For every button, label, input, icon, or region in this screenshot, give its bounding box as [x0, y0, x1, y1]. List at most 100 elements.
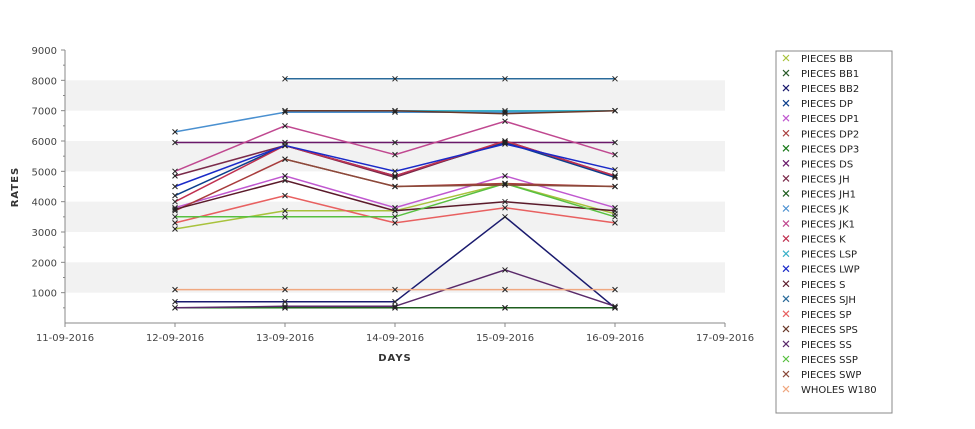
- legend-marker: [782, 340, 790, 348]
- series-line: [284, 158, 616, 188]
- data-point-marker: [392, 151, 398, 158]
- legend-marker: [782, 190, 790, 197]
- data-point-marker: [172, 198, 178, 205]
- data-point-marker: [172, 139, 178, 146]
- legend-marker: [782, 205, 790, 212]
- x-tick-label: 17-09-2016: [696, 333, 754, 344]
- data-point-marker: [612, 151, 618, 158]
- data-point-marker: [172, 213, 178, 220]
- data-point-marker: [282, 109, 288, 116]
- data-point-marker: [172, 207, 178, 214]
- data-point-marker: [502, 173, 508, 179]
- data-point-marker: [282, 142, 288, 149]
- y-tick-label: 5000: [32, 167, 57, 178]
- data-point-marker: [282, 286, 288, 293]
- y-tick-label: 3000: [32, 228, 57, 239]
- legend-marker: [782, 310, 790, 318]
- legend: PIECES BB PIECES BB1 PIECES BB2 PIECES DP PI…: [775, 50, 893, 414]
- data-point-marker: [392, 173, 398, 179]
- data-point-marker: [172, 183, 178, 190]
- legend-label: PIECES LWP: [801, 265, 860, 276]
- legend-label: PIECES DP2: [801, 129, 859, 140]
- legend-marker: [782, 355, 790, 363]
- legend-label: PIECES BB1: [801, 69, 859, 80]
- data-point-marker: [612, 304, 618, 311]
- y-tick-label: 2000: [32, 258, 57, 269]
- data-point-marker: [282, 177, 288, 184]
- data-point-marker: [502, 267, 508, 273]
- data-point-marker: [502, 139, 508, 146]
- legend-label: PIECES SP: [801, 310, 852, 321]
- data-point-marker: [502, 75, 508, 82]
- legend-label: PIECES DP1: [801, 114, 859, 125]
- legend-marker: [782, 250, 790, 258]
- legend-marker: [782, 129, 790, 137]
- data-point-marker: [172, 286, 178, 293]
- x-tick-label: 13-09-2016: [256, 333, 314, 344]
- grid-band: [65, 262, 725, 293]
- data-point-marker: [392, 213, 398, 220]
- data-point-marker: [392, 303, 398, 310]
- data-point-marker: [502, 198, 508, 205]
- data-point-marker: [392, 286, 398, 293]
- data-point-marker: [172, 192, 178, 199]
- legend-label: PIECES SSP: [801, 355, 858, 366]
- data-point-marker: [392, 75, 398, 82]
- legend-label: PIECES DS: [801, 159, 853, 170]
- series-markers: [172, 75, 618, 311]
- data-point-marker: [612, 303, 618, 310]
- x-tick-label: 12-09-2016: [146, 333, 204, 344]
- y-tick-label: 7000: [32, 107, 57, 118]
- data-point-marker: [282, 298, 288, 305]
- legend-marker: [782, 370, 790, 378]
- legend-label: PIECES JK1: [801, 220, 855, 231]
- legend-label: PIECES DP3: [801, 144, 859, 155]
- legend-label: PIECES JH: [801, 174, 850, 185]
- data-point-marker: [612, 139, 618, 146]
- data-point-marker: [282, 304, 288, 311]
- data-point-marker: [282, 213, 288, 220]
- data-point-marker: [392, 174, 398, 181]
- series-line: [285, 109, 616, 115]
- data-point-marker: [612, 220, 618, 226]
- data-point-marker: [172, 173, 178, 179]
- data-point-marker: [612, 183, 618, 190]
- x-tick-label: 15-09-2016: [476, 333, 534, 344]
- legend-marker: [782, 84, 790, 92]
- data-point-marker: [282, 192, 288, 199]
- data-point-marker: [612, 75, 618, 82]
- data-point-marker: [502, 213, 508, 220]
- data-point-marker: [502, 286, 508, 293]
- legend-marker: [782, 159, 790, 167]
- y-tick-label: 8000: [32, 76, 57, 87]
- data-point-marker: [172, 220, 178, 226]
- data-point-marker: [502, 118, 508, 125]
- data-point-marker: [282, 207, 288, 214]
- legend-label: PIECES S: [801, 280, 845, 291]
- legend-marker: [782, 295, 790, 303]
- data-point-marker: [392, 220, 398, 226]
- y-tick-label: 1000: [32, 289, 57, 300]
- legend-label: PIECES SJH: [801, 295, 856, 306]
- grid-band: [65, 80, 725, 111]
- legend-marker: [782, 69, 790, 77]
- data-point-marker: [612, 166, 618, 173]
- x-tick-label: 14-09-2016: [366, 333, 424, 344]
- data-point-marker: [502, 204, 508, 211]
- data-point-marker: [172, 226, 178, 232]
- legend-marker: [782, 144, 790, 152]
- data-point-marker: [392, 168, 398, 175]
- legend-marker: [782, 220, 790, 227]
- data-point-marker: [392, 109, 398, 116]
- data-point-marker: [612, 173, 618, 179]
- data-point-marker: [282, 122, 288, 129]
- legend-label: PIECES SS: [801, 340, 852, 351]
- data-point-marker: [502, 180, 508, 187]
- legend-label: PIECES BB2: [801, 84, 859, 95]
- legend-label: PIECES K: [801, 235, 846, 246]
- y-axis-ticks: 1000 2000 3000 4000 5000 6000 7000 8000 9000: [32, 46, 65, 309]
- data-point-marker: [172, 206, 178, 213]
- data-point-marker: [612, 286, 618, 293]
- data-point-marker: [282, 173, 288, 179]
- legend-label: PIECES BB: [801, 54, 853, 65]
